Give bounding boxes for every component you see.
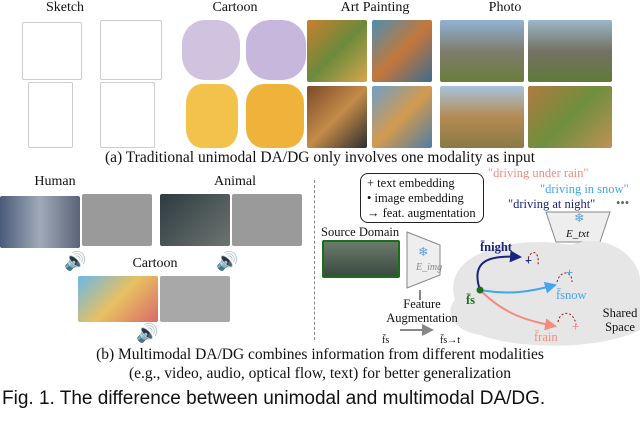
source-domain-label: Source Domain — [321, 225, 400, 239]
legend-text-embedding: + text embedding — [367, 176, 455, 190]
divider — [314, 180, 315, 340]
art-elephant-image — [307, 20, 367, 82]
f-rain-label: f̄rain — [534, 330, 558, 344]
column-label-photo: Photo — [488, 0, 522, 15]
caption-a: (a) Traditional unimodal DA/DG only invo… — [104, 149, 536, 166]
sketch-giraffe-image — [100, 82, 155, 148]
cartoon-optical-flow — [160, 276, 230, 322]
sketch-giraffe-image — [28, 82, 73, 148]
human-optical-flow — [82, 194, 152, 246]
more-ellipsis: ••• — [616, 196, 630, 210]
legend-image-embedding: • image embedding — [367, 191, 464, 205]
snow-arrow — [479, 281, 557, 294]
snowflake-icon: ❄ — [574, 211, 585, 225]
text-embedding-plus: + — [566, 266, 574, 280]
image-encoder-shape — [406, 231, 441, 289]
source-domain-image — [322, 240, 400, 278]
rain-arrow — [479, 289, 557, 331]
cartoon-giraffe-image — [246, 84, 304, 148]
shared-space-label: Shared Space — [602, 306, 638, 334]
fs-to-t-label: f̄s→t — [440, 335, 460, 346]
human-video-frames — [0, 196, 80, 248]
text-encoder-label: E_txt — [566, 228, 590, 240]
caption-b-line2: (e.g., video, audio, optical flow, text)… — [128, 365, 512, 382]
animal-video-frames — [160, 194, 230, 246]
audio-speaker-icon: 🔊 — [136, 323, 159, 343]
cartoon-giraffe-image — [186, 84, 238, 148]
photo-giraffe-image — [440, 86, 524, 148]
legend: + text embedding • image embedding → fea… — [360, 173, 484, 223]
audio-speaker-icon: 🔊 — [64, 251, 87, 271]
photo-elephant-image — [528, 20, 612, 82]
photo-elephant-image — [440, 20, 524, 82]
human-label: Human — [34, 174, 76, 189]
image-encoder-label: E_img — [416, 262, 443, 273]
art-elephant-image — [372, 20, 432, 82]
column-label-cartoon: Cartoon — [212, 0, 258, 15]
fs-label: f̄s — [382, 335, 390, 346]
art-giraffe-image — [307, 86, 367, 148]
column-label-sketch: Sketch — [45, 0, 85, 15]
cartoon-elephant-image — [182, 20, 240, 80]
feature-augmentation-label: Feature Augmentation — [386, 297, 458, 325]
prompt-night: "driving at night" — [508, 197, 596, 211]
animal-optical-flow — [232, 194, 302, 246]
legend-feature-augmentation: → feat. augmentation — [367, 206, 476, 220]
sketch-elephant-image — [22, 22, 82, 80]
night-arrow — [476, 250, 522, 291]
cartoon-label: Cartoon — [132, 256, 178, 271]
prompt-snow: "driving in snow" — [540, 182, 629, 196]
photo-giraffe-image — [528, 86, 612, 148]
snowflake-icon: ❄ — [418, 245, 429, 259]
art-giraffe-image — [372, 86, 432, 148]
f-s-label: f̄s — [466, 293, 476, 307]
text-embedding-plus: + — [572, 320, 580, 334]
f-snow-label: f̄snow — [556, 288, 587, 302]
source-embedding-dot — [476, 286, 484, 294]
figure-caption: Fig. 1. The difference between unimodal … — [2, 388, 546, 409]
animal-label: Animal — [214, 174, 256, 189]
prompt-rain: "driving under rain" — [488, 166, 589, 180]
sketch-elephant-image — [100, 20, 162, 80]
caption-b-line1: (b) Multimodal DA/DG combines informatio… — [96, 346, 544, 363]
f-night-label: f̄night — [480, 240, 512, 254]
text-embedding-plus: + — [525, 254, 533, 268]
column-label-art-painting: Art Painting — [340, 0, 410, 15]
cartoon-elephant-image — [246, 20, 306, 80]
cartoon-video-frames — [78, 276, 158, 322]
audio-speaker-icon: 🔊 — [216, 251, 239, 271]
